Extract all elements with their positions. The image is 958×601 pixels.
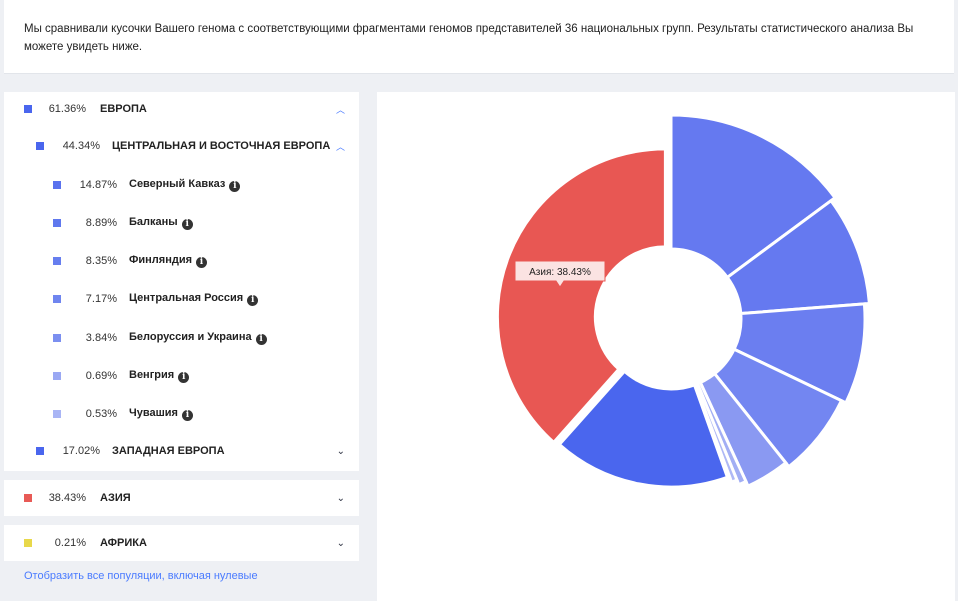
donut-chart: Азия: 38.43% (495, 113, 872, 489)
chevron-down-icon[interactable]: ⌄ (336, 445, 345, 457)
chart-tooltip: Азия: 38.43% (514, 260, 606, 288)
population-row: 3.84% Белоруссия и Украина i (4, 328, 359, 348)
region-row-asia[interactable]: 38.43% АЗИЯ ⌄ (4, 488, 359, 508)
population-name: Северный Кавказ i (129, 178, 241, 192)
show-all-populations-link[interactable]: Отобразить все популяции, включая нулевы… (24, 570, 258, 582)
donut-slice[interactable] (725, 198, 872, 316)
population-name: Чувашия i (129, 407, 193, 421)
color-swatch (53, 257, 61, 265)
donut-slice[interactable] (557, 369, 730, 489)
population-percent: 8.35% (85, 255, 117, 267)
population-label: Финляндия (129, 254, 193, 266)
region-label: АЗИЯ (100, 492, 131, 504)
population-name: Центральная Россия i (129, 292, 259, 306)
population-percent: 8.89% (85, 217, 117, 229)
tooltip-box (514, 260, 606, 288)
subregion-row-western[interactable]: 17.02% ЗАПАДНАЯ ЕВРОПА ⌄ (4, 441, 359, 461)
population-percent: 3.84% (85, 332, 117, 344)
color-swatch (36, 142, 44, 150)
subregion-percent: 17.02% (62, 445, 100, 457)
color-swatch (24, 494, 32, 502)
population-percent: 14.87% (79, 179, 117, 191)
color-swatch (53, 410, 61, 418)
population-percent: 7.17% (85, 293, 117, 305)
info-icon[interactable]: i (178, 372, 190, 383)
color-swatch (36, 447, 44, 455)
subregion-percent: 44.34% (62, 140, 100, 152)
info-icon[interactable]: i (255, 334, 267, 345)
population-row: 14.87% Северный Кавказ i (4, 175, 359, 195)
chevron-up-icon[interactable]: ︿ (335, 141, 345, 152)
population-row: 0.69% Венгрия i (4, 366, 359, 386)
donut-slice[interactable] (712, 347, 844, 469)
info-icon[interactable]: i (181, 219, 193, 230)
europe-panel: 61.36% ЕВРОПА ︿ 44.34% ЦЕНТРАЛЬНАЯ И ВОС… (4, 92, 359, 471)
subregion-row-central-east[interactable]: 44.34% ЦЕНТРАЛЬНАЯ И ВОСТОЧНАЯ ЕВРОПА ︿ (4, 136, 359, 156)
region-row-europe[interactable]: 61.36% ЕВРОПА ︿ (4, 99, 359, 119)
color-swatch (24, 105, 32, 113)
info-icon[interactable]: i (247, 295, 259, 306)
population-row: 8.89% Балканы i (4, 213, 359, 233)
intro-text: Мы сравнивали кусочки Вашего генома с со… (24, 23, 914, 53)
region-percent: 61.36% (48, 103, 86, 115)
region-label: АФРИКА (100, 537, 147, 549)
population-name: Балканы i (129, 216, 193, 230)
population-name: Белоруссия и Украина i (129, 331, 267, 345)
subregion-label: ЗАПАДНАЯ ЕВРОПА (112, 445, 225, 457)
population-name: Финляндия i (129, 254, 208, 268)
chart-panel: Азия: 38.43% (377, 92, 955, 601)
chevron-up-icon[interactable]: ︿ (335, 104, 345, 115)
donut-slice[interactable] (732, 302, 867, 405)
color-swatch (53, 334, 61, 342)
region-percent: 38.43% (48, 492, 86, 504)
population-label: Белоруссия и Украина (129, 331, 252, 343)
population-row: 7.17% Центральная Россия i (4, 289, 359, 309)
info-icon[interactable]: i (196, 257, 208, 268)
donut-slice[interactable] (669, 113, 838, 280)
intro-panel: Мы сравнивали кусочки Вашего генома с со… (4, 0, 954, 74)
population-percent: 0.53% (85, 408, 117, 420)
population-percent: 0.69% (85, 370, 117, 382)
population-row: 8.35% Финляндия i (4, 251, 359, 271)
tooltip-text: Азия: 38.43% (529, 267, 591, 278)
info-icon[interactable]: i (181, 410, 193, 421)
population-label: Центральная Россия (129, 292, 244, 304)
color-swatch (53, 219, 61, 227)
population-label: Балканы (129, 216, 178, 228)
color-swatch (53, 372, 61, 380)
africa-panel[interactable]: 0.21% АФРИКА ⌄ (4, 525, 359, 561)
color-swatch (24, 539, 32, 547)
population-name: Венгрия i (129, 369, 190, 383)
region-label: ЕВРОПА (100, 103, 147, 115)
population-row: 0.53% Чувашия i (4, 404, 359, 424)
population-label: Чувашия (129, 407, 178, 419)
donut-slice[interactable] (495, 147, 667, 445)
region-row-africa[interactable]: 0.21% АФРИКА ⌄ (4, 533, 359, 553)
subregion-label: ЦЕНТРАЛЬНАЯ И ВОСТОЧНАЯ ЕВРОПА (112, 140, 331, 152)
color-swatch (53, 181, 61, 189)
asia-panel[interactable]: 38.43% АЗИЯ ⌄ (4, 480, 359, 516)
region-percent: 0.21% (54, 537, 86, 549)
population-label: Венгрия (129, 369, 175, 381)
info-icon[interactable]: i (229, 181, 241, 192)
chevron-down-icon[interactable]: ⌄ (336, 537, 345, 549)
color-swatch (53, 295, 61, 303)
population-label: Северный Кавказ (129, 178, 226, 190)
chevron-down-icon[interactable]: ⌄ (336, 492, 345, 504)
